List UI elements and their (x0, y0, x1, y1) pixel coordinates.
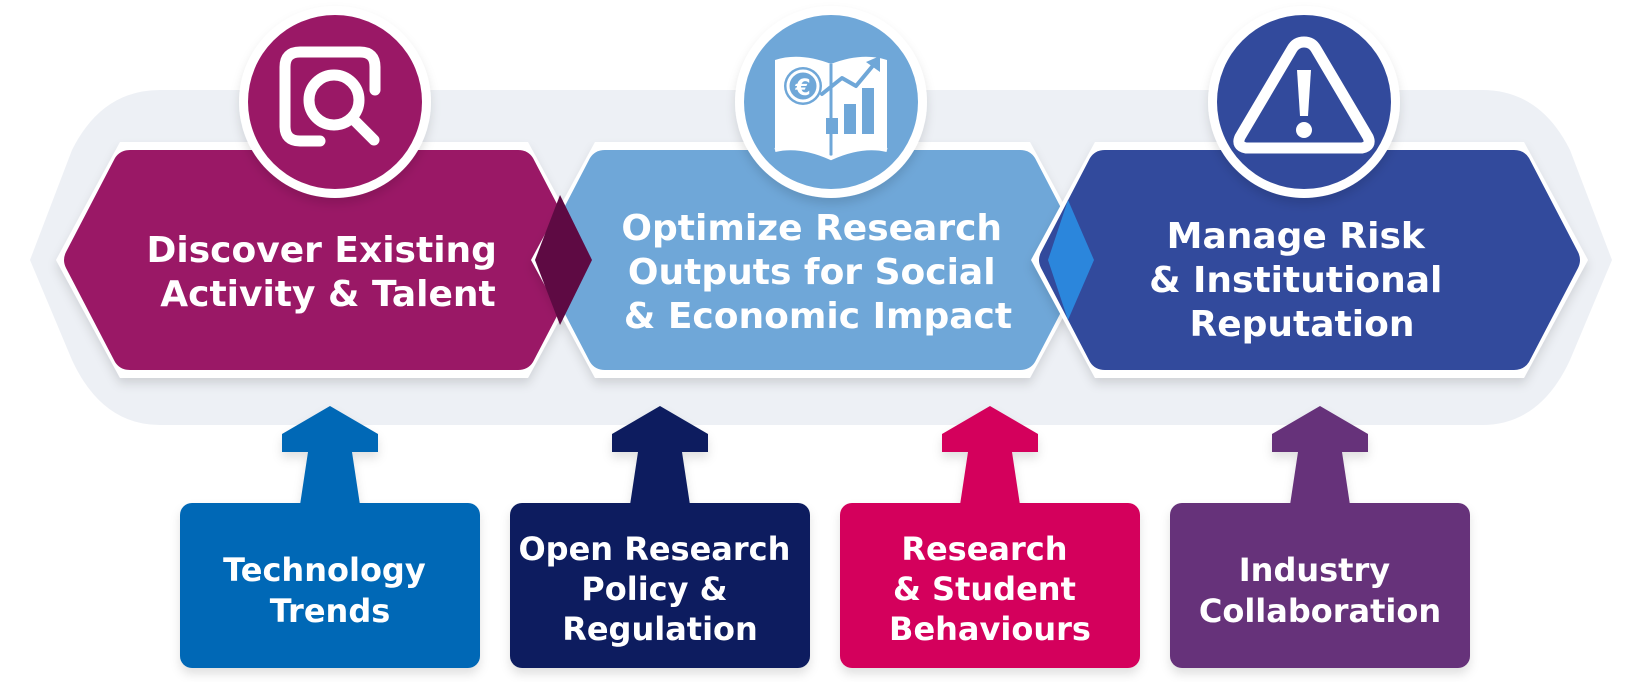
stage-3-title-line-2: & Institutional (1149, 260, 1442, 301)
driver-1-label-line-1: Technology (223, 551, 426, 589)
driver-4 (1170, 406, 1470, 668)
driver-4-arrow (1272, 406, 1368, 505)
driver-2 (510, 406, 810, 668)
stage-3 (1031, 142, 1588, 378)
magnifier-in-square-icon (279, 46, 381, 147)
driver-1-box (180, 503, 480, 668)
stage-1-hexagon-fill (64, 150, 584, 370)
stage-2 (531, 142, 1094, 378)
driver-3-label-line-3: Behaviours (889, 610, 1091, 648)
stage-2-title-line-3: & Economic Impact (624, 296, 1012, 337)
driver-2-label-line-2: Policy & (581, 570, 727, 608)
driver-3-label: Research & Student Behaviours (889, 530, 1091, 648)
driver-2-arrow (612, 406, 708, 505)
driver-3-arrow (942, 406, 1038, 505)
stage-2-title: Optimize Research Outputs for Social & E… (621, 208, 1014, 337)
stage-3-left-notch (1048, 200, 1094, 320)
stage-2-title-line-1: Optimize Research (621, 208, 1002, 249)
stage-3-title-line-1: Manage Risk (1167, 216, 1426, 257)
euro-report-chart-icon: € (774, 56, 888, 161)
stage-3-icon-badge (1208, 6, 1400, 198)
driver-3-box (840, 503, 1140, 668)
driver-4-label-line-2: Collaboration (1199, 592, 1441, 630)
driver-4-label: Industry Collaboration (1199, 551, 1441, 630)
stage-3-title: Manage Risk & Institutional Reputation (1149, 216, 1455, 345)
driver-1-label-line-2: Trends (270, 592, 391, 630)
stage-1-icon-badge (239, 6, 431, 198)
driver-2-label-line-1: Open Research (518, 530, 790, 568)
driver-4-label-line-1: Industry (1239, 551, 1391, 589)
driver-1-label: Technology Trends (223, 551, 437, 630)
driver-2-label-line-3: Regulation (562, 610, 758, 648)
stage-1-title: Discover Existing Activity & Talent (147, 230, 510, 315)
stage-3-title-line-3: Reputation (1190, 304, 1415, 345)
warning-triangle-icon (1233, 36, 1375, 154)
driver-3-label-line-1: Research (901, 530, 1067, 568)
driver-3 (840, 406, 1140, 668)
stage-1-title-line-2: Activity & Talent (160, 274, 496, 315)
stage-2-left-notch (535, 195, 592, 325)
driver-2-box (510, 503, 810, 668)
stage-1-title-line-1: Discover Existing (147, 230, 497, 271)
stage-2-icon-badge: € (735, 6, 927, 198)
driver-4-box (1170, 503, 1470, 668)
stage-2-title-line-2: Outputs for Social (628, 252, 996, 293)
stage-1 (56, 142, 592, 378)
driver-1 (180, 406, 480, 668)
driver-3-label-line-2: & Student (893, 570, 1076, 608)
stage-3-hexagon-fill (1039, 150, 1580, 370)
svg-text:€: € (794, 76, 810, 101)
stage-2-hexagon-fill (539, 150, 1086, 370)
driver-2-label: Open Research Policy & Regulation (518, 530, 801, 648)
driver-1-arrow (282, 406, 378, 505)
